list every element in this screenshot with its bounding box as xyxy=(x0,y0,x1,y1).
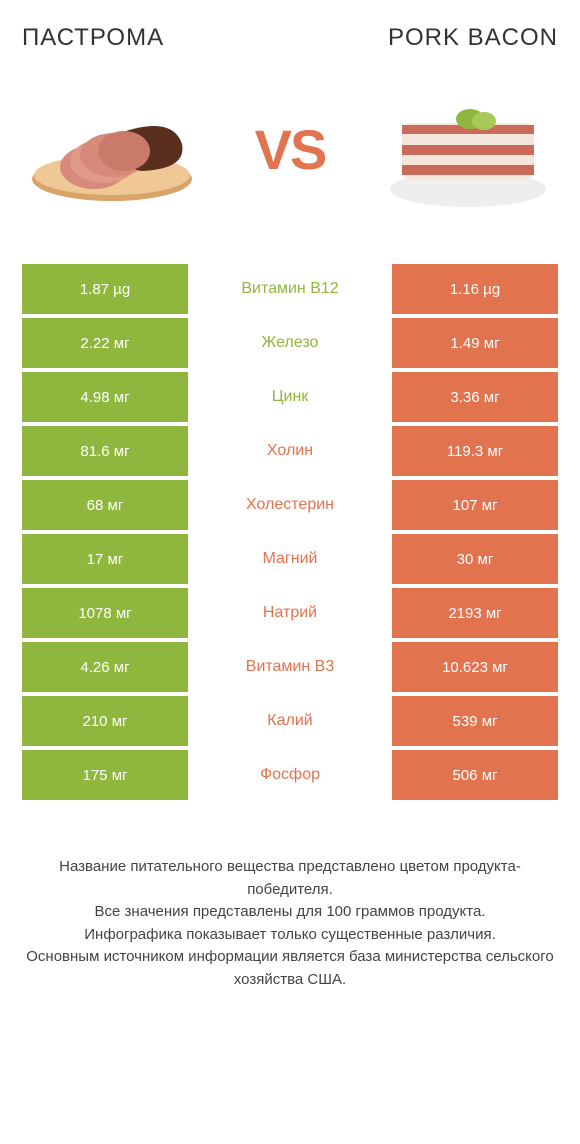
right-value: 10.623 мг xyxy=(392,642,558,692)
header: ПАСТРОМА PORK BACON xyxy=(22,24,558,52)
table-row: 2.22 мгЖелезо1.49 мг xyxy=(22,318,558,368)
right-value: 539 мг xyxy=(392,696,558,746)
nutrient-name: Фосфор xyxy=(188,750,392,800)
nutrient-name: Железо xyxy=(188,318,392,368)
left-value: 1.87 µg xyxy=(22,264,188,314)
table-row: 175 мгФосфор506 мг xyxy=(22,750,558,800)
left-value: 4.98 мг xyxy=(22,372,188,422)
right-value: 2193 мг xyxy=(392,588,558,638)
table-row: 1.87 µgВитамин B121.16 µg xyxy=(22,264,558,314)
nutrient-name: Натрий xyxy=(188,588,392,638)
right-value: 3.36 мг xyxy=(392,372,558,422)
pastroma-image xyxy=(22,79,202,219)
left-value: 17 мг xyxy=(22,534,188,584)
left-value: 81.6 мг xyxy=(22,426,188,476)
nutrient-name: Холестерин xyxy=(188,480,392,530)
table-row: 4.98 мгЦинк3.36 мг xyxy=(22,372,558,422)
nutrient-name: Магний xyxy=(188,534,392,584)
title-left: ПАСТРОМА xyxy=(22,24,164,52)
table-row: 17 мгМагний30 мг xyxy=(22,534,558,584)
right-value: 1.16 µg xyxy=(392,264,558,314)
nutrient-name: Витамин B12 xyxy=(188,264,392,314)
footer-line-2: Все значения представлены для 100 граммо… xyxy=(26,901,554,924)
right-value: 1.49 мг xyxy=(392,318,558,368)
right-value: 506 мг xyxy=(392,750,558,800)
footer-line-3: Инфографика показывает только существенн… xyxy=(26,924,554,947)
left-value: 4.26 мг xyxy=(22,642,188,692)
images-row: VS xyxy=(22,64,558,234)
footer-line-4: Основным источником информации является … xyxy=(26,946,554,991)
right-value: 107 мг xyxy=(392,480,558,530)
left-value: 68 мг xyxy=(22,480,188,530)
nutrient-name: Витамин B3 xyxy=(188,642,392,692)
table-row: 81.6 мгХолин119.3 мг xyxy=(22,426,558,476)
table-row: 68 мгХолестерин107 мг xyxy=(22,480,558,530)
nutrient-name: Калий xyxy=(188,696,392,746)
right-value: 30 мг xyxy=(392,534,558,584)
right-value: 119.3 мг xyxy=(392,426,558,476)
bacon-image xyxy=(378,79,558,219)
left-value: 175 мг xyxy=(22,750,188,800)
table-row: 4.26 мгВитамин B310.623 мг xyxy=(22,642,558,692)
left-value: 2.22 мг xyxy=(22,318,188,368)
left-value: 1078 мг xyxy=(22,588,188,638)
comparison-table: 1.87 µgВитамин B121.16 µg2.22 мгЖелезо1.… xyxy=(22,264,558,800)
table-row: 1078 мгНатрий2193 мг xyxy=(22,588,558,638)
title-right: PORK BACON xyxy=(388,24,558,52)
left-value: 210 мг xyxy=(22,696,188,746)
nutrient-name: Цинк xyxy=(188,372,392,422)
footer-line-1: Название питательного вещества представл… xyxy=(26,856,554,901)
table-row: 210 мгКалий539 мг xyxy=(22,696,558,746)
vs-label: VS xyxy=(255,117,326,182)
nutrient-name: Холин xyxy=(188,426,392,476)
footer-note: Название питательного вещества представл… xyxy=(22,856,558,991)
